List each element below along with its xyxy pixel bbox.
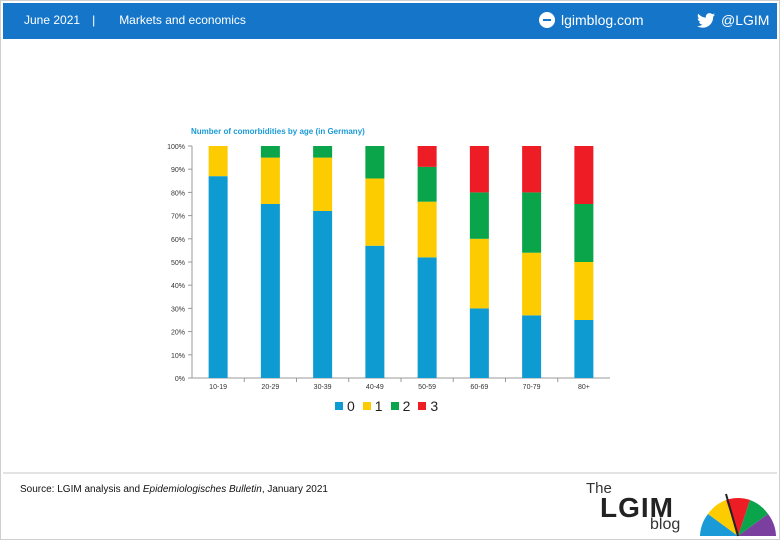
header-date: June 2021: [24, 13, 81, 27]
legend-swatch: [362, 402, 371, 410]
header-separator: |: [92, 13, 96, 27]
footer-divider: [3, 472, 777, 474]
legend-swatch: [335, 402, 343, 410]
globe-icon: [539, 12, 555, 28]
lgim-blog-logo: The LGIM blog: [586, 480, 776, 538]
source-prefix: Source: LGIM analysis and: [20, 484, 143, 495]
legend-label: 1: [374, 398, 383, 414]
twitter-icon: [697, 12, 715, 28]
chart-legend: 0 1 2 3: [335, 398, 446, 414]
legend-item: 2: [390, 398, 411, 414]
legend-swatch: [390, 402, 399, 410]
legend-item: 0: [335, 398, 355, 414]
header-bar: June 2021 | Markets and economics lgimblog…: [3, 3, 777, 39]
logo-blog: blog: [650, 516, 681, 533]
umbrella-icon: [700, 493, 776, 537]
legend-label: 2: [402, 398, 411, 414]
logo-the: The: [586, 480, 612, 497]
source-suffix: , January 2021: [261, 484, 328, 495]
chart-title: Number of comorbidities by age (in Germa…: [191, 127, 365, 136]
source-publication: Epidemiologisches Bulletin: [142, 484, 262, 495]
site-label: lgimblog.com: [561, 12, 644, 28]
legend-label: 0: [347, 398, 355, 414]
twitter-link[interactable]: @LGIM: [697, 12, 769, 28]
twitter-label: @LGIM: [721, 12, 770, 28]
header-left: June 2021 | Markets and economics: [24, 13, 246, 27]
legend-item: 3: [418, 398, 438, 414]
site-link[interactable]: lgimblog.com: [539, 12, 643, 28]
legend-swatch: [418, 402, 427, 410]
source-note: Source: LGIM analysis and Epidemiologisc…: [20, 484, 328, 495]
legend-item: 1: [362, 398, 383, 414]
legend-label: 3: [430, 398, 439, 414]
logo-lgim: LGIM: [600, 492, 674, 523]
header-section[interactable]: Markets and economics: [119, 13, 246, 27]
